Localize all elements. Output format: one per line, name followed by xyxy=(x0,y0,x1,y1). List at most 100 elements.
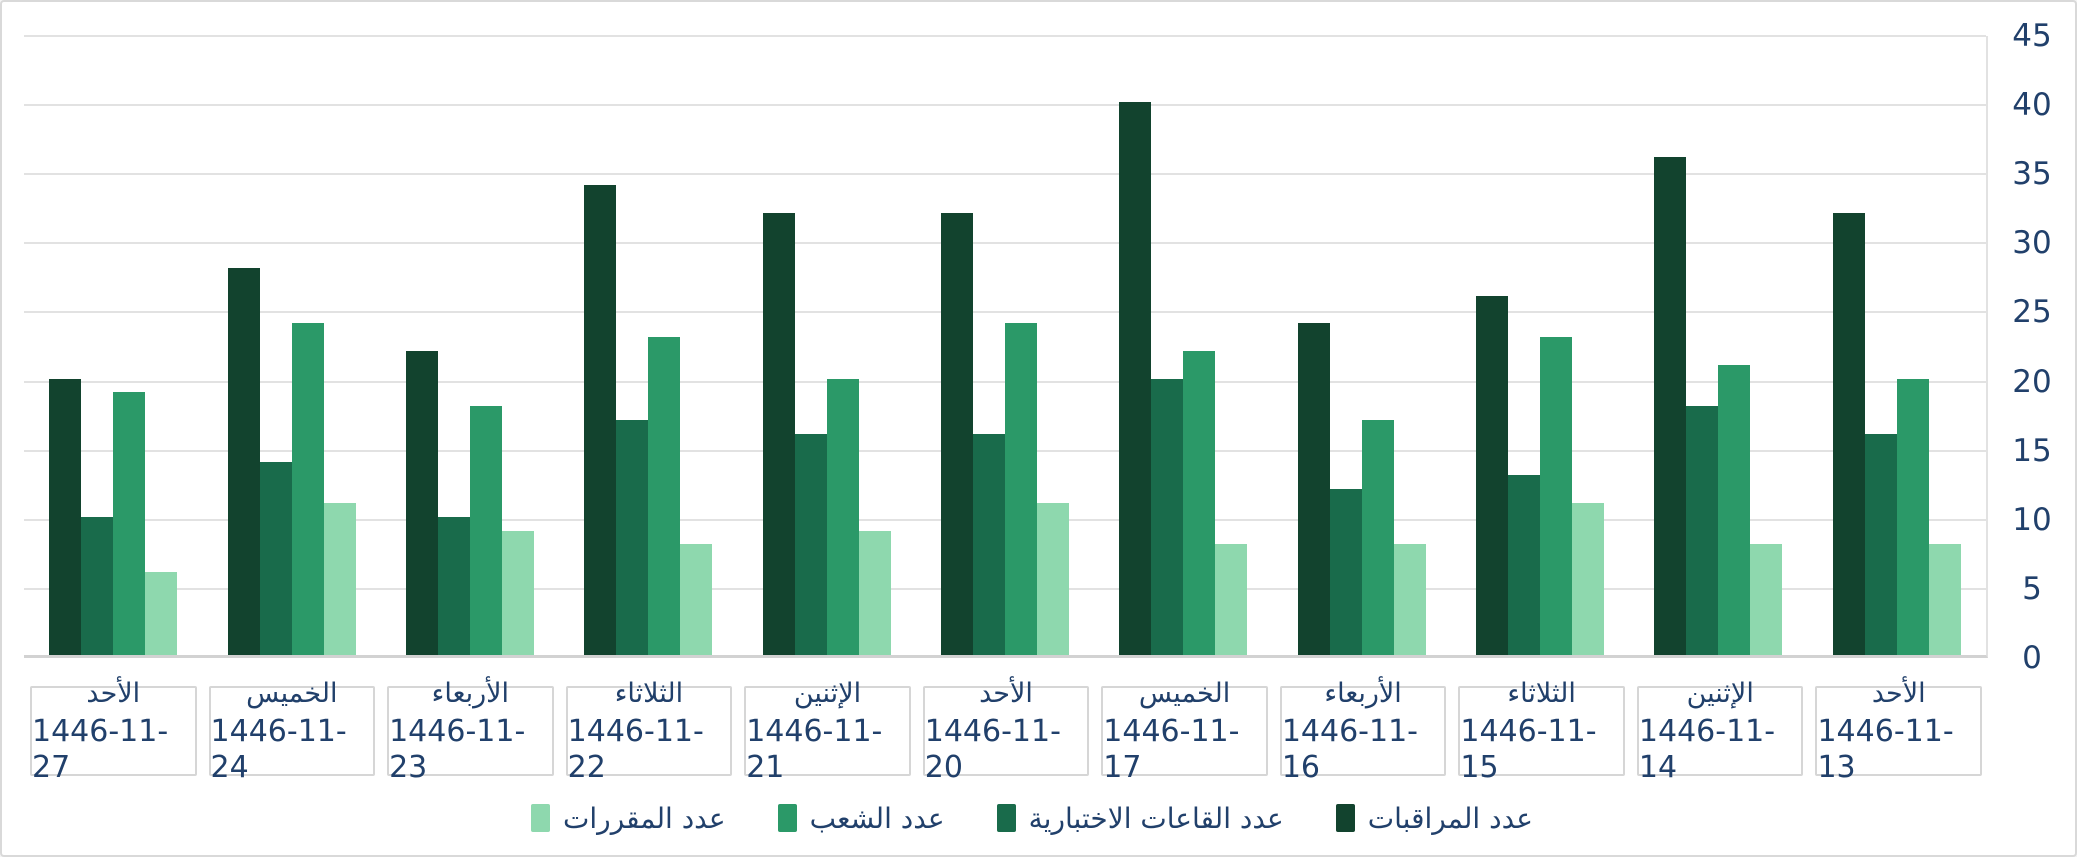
x-axis-slot: الثلاثاء 1446-11-22 xyxy=(560,678,739,785)
bar xyxy=(1329,489,1362,655)
bar xyxy=(1036,503,1069,655)
category-date-label: 1446-11-13 xyxy=(1817,714,1954,785)
x-axis-slot: الخميس 1446-11-17 xyxy=(1095,678,1274,785)
y-axis-tick-label: 45 xyxy=(2012,18,2052,54)
x-axis-label-box: الأحد 1446-11-20 xyxy=(922,678,1090,785)
bar-group xyxy=(1451,36,1629,655)
bar-group xyxy=(559,36,737,655)
bar xyxy=(501,530,534,655)
legend-label: عدد المراقبات xyxy=(1367,801,1533,835)
bar xyxy=(1215,544,1248,655)
bar xyxy=(1361,420,1394,655)
gridline xyxy=(24,35,1986,37)
category-date-label: 1446-11-27 xyxy=(32,714,169,785)
bar xyxy=(323,503,356,655)
y-axis-tick-label: 5 xyxy=(2022,570,2042,607)
y-axis: 0 5 10 15 20 25 30 35 40 45 xyxy=(2002,2,2062,855)
plot-area xyxy=(24,35,1988,658)
category-date-label: 1446-11-17 xyxy=(1103,714,1240,785)
category-date-label: 1446-11-20 xyxy=(924,714,1061,785)
x-axis-slot: الأربعاء 1446-11-23 xyxy=(381,678,560,785)
bar xyxy=(1540,337,1573,655)
legend: عدد المراقبات عدد القاعات الاختبارية عدد ا… xyxy=(2,794,2062,842)
bar xyxy=(794,433,827,655)
bar xyxy=(1151,378,1184,655)
bar-group xyxy=(1273,36,1451,655)
y-axis-tick-label: 10 xyxy=(2012,501,2052,538)
bar-group xyxy=(1094,36,1272,655)
x-axis-label-box: الأربعاء 1446-11-23 xyxy=(387,678,554,785)
category-day-label: الإثنين xyxy=(793,678,862,709)
bar xyxy=(1686,406,1719,655)
category-day-label: الأحد xyxy=(979,678,1033,709)
category-date-label: 1446-11-23 xyxy=(389,714,526,785)
bar xyxy=(145,572,178,655)
bar xyxy=(49,378,82,655)
bar xyxy=(648,337,681,655)
category-day-label: الأحد xyxy=(86,678,141,709)
category-day-label: الثلاثاء xyxy=(1507,678,1576,709)
bar xyxy=(113,392,146,655)
x-axis-label-box: الإثنين 1446-11-21 xyxy=(744,678,911,785)
bar-group xyxy=(1629,36,1807,655)
legend-item[interactable]: عدد القاعات الاختبارية xyxy=(996,802,1284,835)
bar xyxy=(1297,323,1330,655)
x-axis-slot: الإثنين 1446-11-14 xyxy=(1631,678,1810,785)
bar xyxy=(1654,157,1687,655)
y-axis-tick-label: 30 xyxy=(2012,225,2052,262)
y-axis-tick-label: 25 xyxy=(2012,294,2052,331)
legend-swatch-icon xyxy=(531,804,551,832)
bar-group xyxy=(916,36,1094,655)
bar xyxy=(940,212,973,655)
bar xyxy=(972,433,1005,655)
bar xyxy=(1183,350,1216,655)
bar xyxy=(1476,295,1509,655)
legend-swatch-icon xyxy=(777,804,797,832)
x-axis-slot: الإثنين 1446-11-21 xyxy=(738,678,917,785)
category-date-label: 1446-11-24 xyxy=(210,714,347,785)
x-axis-label-box: الثلاثاء 1446-11-22 xyxy=(565,678,733,785)
bar-group xyxy=(24,36,202,655)
bar-groups xyxy=(24,36,1986,655)
y-axis-tick-label: 35 xyxy=(2012,156,2052,193)
x-axis-slot: الثلاثاء 1446-11-15 xyxy=(1452,678,1631,785)
legend-item[interactable]: عدد المقررات xyxy=(531,802,726,835)
bar xyxy=(616,420,649,655)
legend-item[interactable]: عدد المراقبات xyxy=(1335,801,1533,835)
bar-group xyxy=(1808,36,1986,655)
x-axis-slot: الخميس 1446-11-24 xyxy=(203,678,382,785)
category-date-label: 1446-11-14 xyxy=(1638,714,1776,785)
legend-item[interactable]: عدد الشعب xyxy=(777,802,945,835)
bar xyxy=(680,544,713,655)
bar xyxy=(584,185,617,655)
y-axis-tick-label: 15 xyxy=(2012,432,2052,469)
bar xyxy=(858,530,891,655)
x-axis-label-box: الأربعاء 1446-11-16 xyxy=(1279,678,1447,785)
category-date-label: 1446-11-16 xyxy=(1281,714,1418,785)
bar xyxy=(1119,102,1152,655)
bar xyxy=(259,461,292,655)
bar xyxy=(1393,544,1426,655)
gridline xyxy=(24,242,1986,245)
legend-swatch-icon xyxy=(996,804,1016,832)
bar xyxy=(227,268,260,655)
category-date-label: 1446-11-22 xyxy=(567,714,704,785)
category-day-label: الثلاثاء xyxy=(614,678,684,709)
category-day-label: الأربعاء xyxy=(431,678,510,709)
category-day-label: الإثنين xyxy=(1686,678,1754,709)
x-axis-slot: الأحد 1446-11-13 xyxy=(1809,678,1988,785)
gridline xyxy=(24,104,1986,107)
bar xyxy=(762,212,795,655)
x-axis-label-box: الخميس 1446-11-24 xyxy=(208,678,376,785)
bar-group xyxy=(381,36,559,655)
bar xyxy=(1832,212,1865,655)
category-day-label: الخميس xyxy=(1138,678,1231,709)
category-date-label: 1446-11-15 xyxy=(1460,714,1597,785)
category-day-label: الأحد xyxy=(1871,678,1926,709)
bar xyxy=(437,516,470,655)
bar-group xyxy=(202,36,380,655)
bar xyxy=(1718,364,1751,655)
bar xyxy=(1508,475,1541,655)
y-axis-tick-label: 40 xyxy=(2012,87,2052,124)
bar-group xyxy=(737,36,915,655)
